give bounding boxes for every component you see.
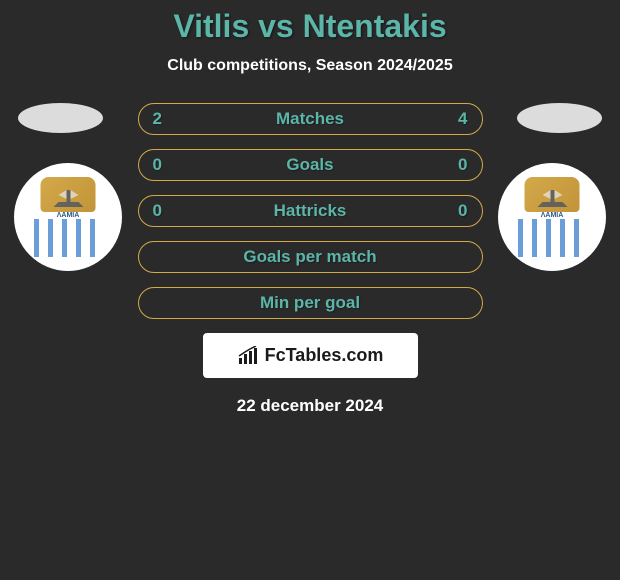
date-text: 22 december 2024 bbox=[0, 396, 620, 416]
stat-label: Matches bbox=[276, 109, 344, 129]
player-avatar-left bbox=[18, 103, 103, 133]
badge-text: ΛΑΜΙΑ bbox=[57, 212, 80, 219]
logo-box[interactable]: FcTables.com bbox=[203, 333, 418, 378]
stat-value-right: 4 bbox=[458, 109, 467, 129]
club-badge-left: ΛΑΜΙΑ bbox=[14, 163, 122, 271]
content-area: ΛΑΜΙΑ ΛΑΜΙΑ 2 Matches bbox=[0, 103, 620, 416]
logo-content: FcTables.com bbox=[237, 345, 384, 366]
stat-row-hattricks: 0 Hattricks 0 bbox=[138, 195, 483, 227]
badge-stripes bbox=[33, 219, 103, 257]
chart-icon bbox=[237, 346, 261, 366]
stat-row-goals: 0 Goals 0 bbox=[138, 149, 483, 181]
badge-graphic: ΛΑΜΙΑ bbox=[507, 172, 597, 262]
ship-icon bbox=[532, 187, 572, 212]
player-avatar-right bbox=[517, 103, 602, 133]
badge-stripes bbox=[517, 219, 587, 257]
stat-value-left: 0 bbox=[153, 201, 162, 221]
stat-label: Goals bbox=[286, 155, 333, 175]
stat-row-goals-per-match: Goals per match bbox=[138, 241, 483, 273]
stat-value-left: 2 bbox=[153, 109, 162, 129]
stats-container: 2 Matches 4 0 Goals 0 0 Hattricks 0 Goal… bbox=[138, 103, 483, 319]
badge-graphic: ΛΑΜΙΑ bbox=[23, 172, 113, 262]
club-badge-right: ΛΑΜΙΑ bbox=[498, 163, 606, 271]
stat-value-left: 0 bbox=[153, 155, 162, 175]
badge-text: ΛΑΜΙΑ bbox=[541, 212, 564, 219]
stat-value-right: 0 bbox=[458, 201, 467, 221]
ship-icon bbox=[48, 187, 88, 212]
stat-value-right: 0 bbox=[458, 155, 467, 175]
stat-row-matches: 2 Matches 4 bbox=[138, 103, 483, 135]
logo-text: FcTables.com bbox=[265, 345, 384, 366]
stat-label: Goals per match bbox=[243, 247, 376, 267]
stat-label: Min per goal bbox=[260, 293, 360, 313]
stat-row-min-per-goal: Min per goal bbox=[138, 287, 483, 319]
page-title: Vitlis vs Ntentakis bbox=[0, 0, 620, 45]
subtitle: Club competitions, Season 2024/2025 bbox=[0, 57, 620, 75]
stat-label: Hattricks bbox=[274, 201, 347, 221]
